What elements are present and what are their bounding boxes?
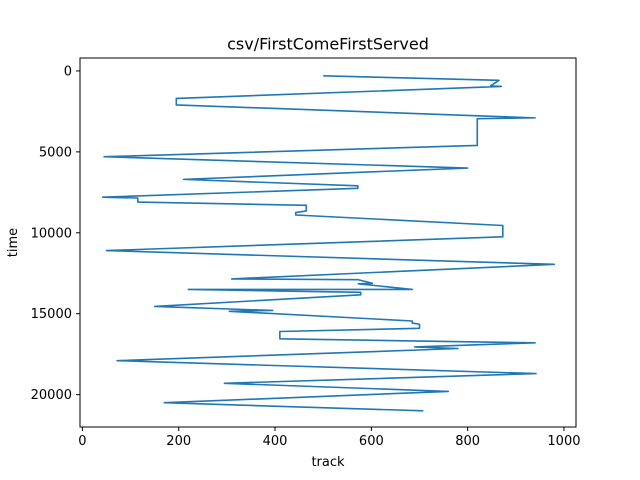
y-axis-label: time: [6, 228, 21, 257]
plot-frame: [79, 57, 577, 428]
y-tick-label: 5000: [39, 145, 72, 160]
chart-title: csv/FirstComeFirstServed: [227, 35, 429, 54]
x-axis: 0 200 400 600 800 1000: [78, 427, 581, 449]
x-tick-label: 600: [359, 434, 384, 449]
y-axis: 0 5000 10000 15000 20000: [31, 64, 80, 403]
x-tick-label: 400: [263, 434, 288, 449]
y-tick-label: 20000: [31, 388, 72, 403]
series-line-0: [101, 75, 556, 412]
y-tick-label: 10000: [31, 226, 72, 241]
x-tick-label: 0: [78, 434, 86, 449]
y-tick-label: 0: [64, 64, 72, 79]
y-tick-label: 15000: [31, 307, 72, 322]
x-axis-label: track: [311, 455, 345, 470]
plot-area: [101, 75, 556, 412]
x-tick-label: 1000: [547, 434, 580, 449]
x-tick-label: 200: [166, 434, 191, 449]
x-tick-label: 800: [455, 434, 480, 449]
